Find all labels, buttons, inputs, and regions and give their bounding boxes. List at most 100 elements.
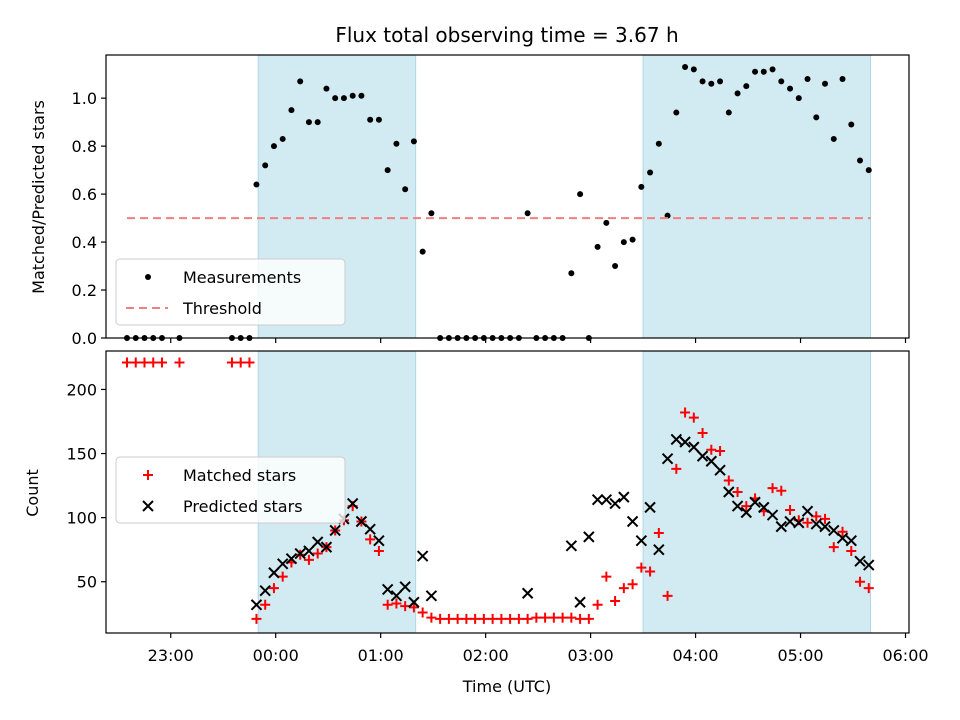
point-measurements [524, 210, 531, 217]
point-matched-stars [174, 357, 185, 368]
point-predicted-stars [714, 464, 726, 476]
point-matched-stars [478, 613, 489, 624]
point-predicted-stars [635, 535, 648, 547]
legend-box [115, 456, 346, 524]
point-predicted-stars [731, 500, 744, 512]
point-predicted-stars [836, 532, 849, 544]
legend-x-marker [142, 500, 154, 512]
point-matched-stars [846, 545, 857, 556]
point-predicted-stars [268, 567, 280, 579]
point-predicted-stars [670, 433, 683, 446]
point-matched-stars [365, 534, 376, 545]
y-tick-label: 1.0 [72, 89, 97, 108]
point-predicted-stars [285, 552, 298, 565]
point-measurements [804, 75, 811, 82]
point-predicted-stars [600, 493, 613, 506]
point-measurements [428, 210, 435, 217]
point-measurements [375, 116, 382, 123]
point-predicted-stars [609, 497, 621, 510]
point-measurements [314, 119, 321, 126]
point-matched-stars [662, 590, 673, 601]
legend-dot-marker [145, 274, 151, 280]
point-matched-stars [680, 407, 691, 418]
point-measurements [340, 95, 347, 102]
point-measurements [813, 114, 820, 121]
point-matched-stars [251, 613, 262, 624]
point-matched-stars [855, 576, 866, 587]
point-measurements [690, 66, 697, 73]
point-matched-stars [435, 613, 446, 624]
point-matched-stars [426, 612, 437, 623]
point-predicted-stars [688, 441, 700, 453]
panel-0: 0.0 0.2 0.4 0.6 0.8 1.0 Measurements Threshold [72, 54, 910, 348]
point-matched-stars [636, 562, 647, 573]
point-measurements [699, 78, 706, 85]
point-matched-stars [400, 601, 411, 612]
point-predicted-stars [294, 547, 306, 560]
point-predicted-stars [863, 559, 875, 571]
point-predicted-stars [521, 587, 534, 599]
top-y-axis-label: Matched/Predicted stars [29, 100, 48, 294]
point-predicted-stars [775, 520, 787, 533]
point-measurements [795, 95, 802, 102]
axes-frame-1 [105, 350, 910, 634]
point-measurements [384, 167, 391, 174]
point-matched-stars [802, 517, 813, 528]
point-matched-stars [522, 613, 533, 624]
x-tick-label: 02:00 [463, 646, 509, 665]
point-predicted-stars [425, 590, 438, 602]
point-predicted-stars [329, 524, 341, 537]
point-measurements [410, 138, 417, 145]
point-measurements [769, 66, 776, 73]
point-predicted-stars [250, 599, 263, 611]
point-matched-stars [723, 475, 734, 486]
point-matched-stars [697, 428, 708, 439]
point-matched-stars [715, 445, 726, 456]
point-predicted-stars [259, 584, 271, 597]
point-matched-stars [566, 612, 577, 623]
point-measurements [760, 68, 767, 75]
point-matched-stars [260, 599, 271, 610]
point-measurements [717, 78, 724, 85]
point-measurements [857, 157, 864, 164]
point-predicted-stars [618, 491, 630, 503]
point-measurements [647, 169, 654, 176]
point-matched-stars [382, 599, 393, 610]
point-measurements [865, 167, 872, 174]
point-measurements [288, 107, 295, 114]
point-predicted-stars [766, 509, 779, 521]
x-axis-label: Time (UTC) [462, 677, 551, 696]
point-predicted-stars [653, 543, 665, 556]
point-matched-stars [653, 528, 664, 539]
point-measurements [332, 95, 339, 102]
point-predicted-stars [854, 555, 866, 567]
point-matched-stars [452, 613, 463, 624]
point-measurements [638, 183, 645, 190]
y-tick-label: 200 [66, 380, 97, 399]
legend-entry-label: Threshold [182, 299, 262, 318]
point-matched-stars [156, 357, 167, 368]
point-matched-stars [470, 613, 481, 624]
point-matched-stars [505, 613, 516, 624]
point-measurements [734, 90, 741, 97]
x-tick-label: 04:00 [673, 646, 719, 665]
point-matched-stars [148, 357, 159, 368]
axes-frame-0 [105, 54, 910, 339]
point-measurements [603, 219, 610, 226]
point-measurements [822, 80, 829, 87]
observing-window-1 [642, 350, 872, 634]
point-predicted-stars [390, 590, 403, 602]
point-matched-stars [268, 583, 279, 594]
point-matched-stars [487, 613, 498, 624]
point-predicted-stars [303, 545, 315, 557]
point-measurements [725, 109, 732, 116]
point-predicted-stars [723, 486, 735, 498]
point-measurements [577, 191, 584, 198]
point-predicted-stars [740, 506, 753, 519]
point-matched-stars [706, 444, 717, 455]
point-matched-stars [671, 463, 682, 474]
point-matched-stars [277, 571, 288, 582]
point-matched-stars [732, 487, 743, 497]
